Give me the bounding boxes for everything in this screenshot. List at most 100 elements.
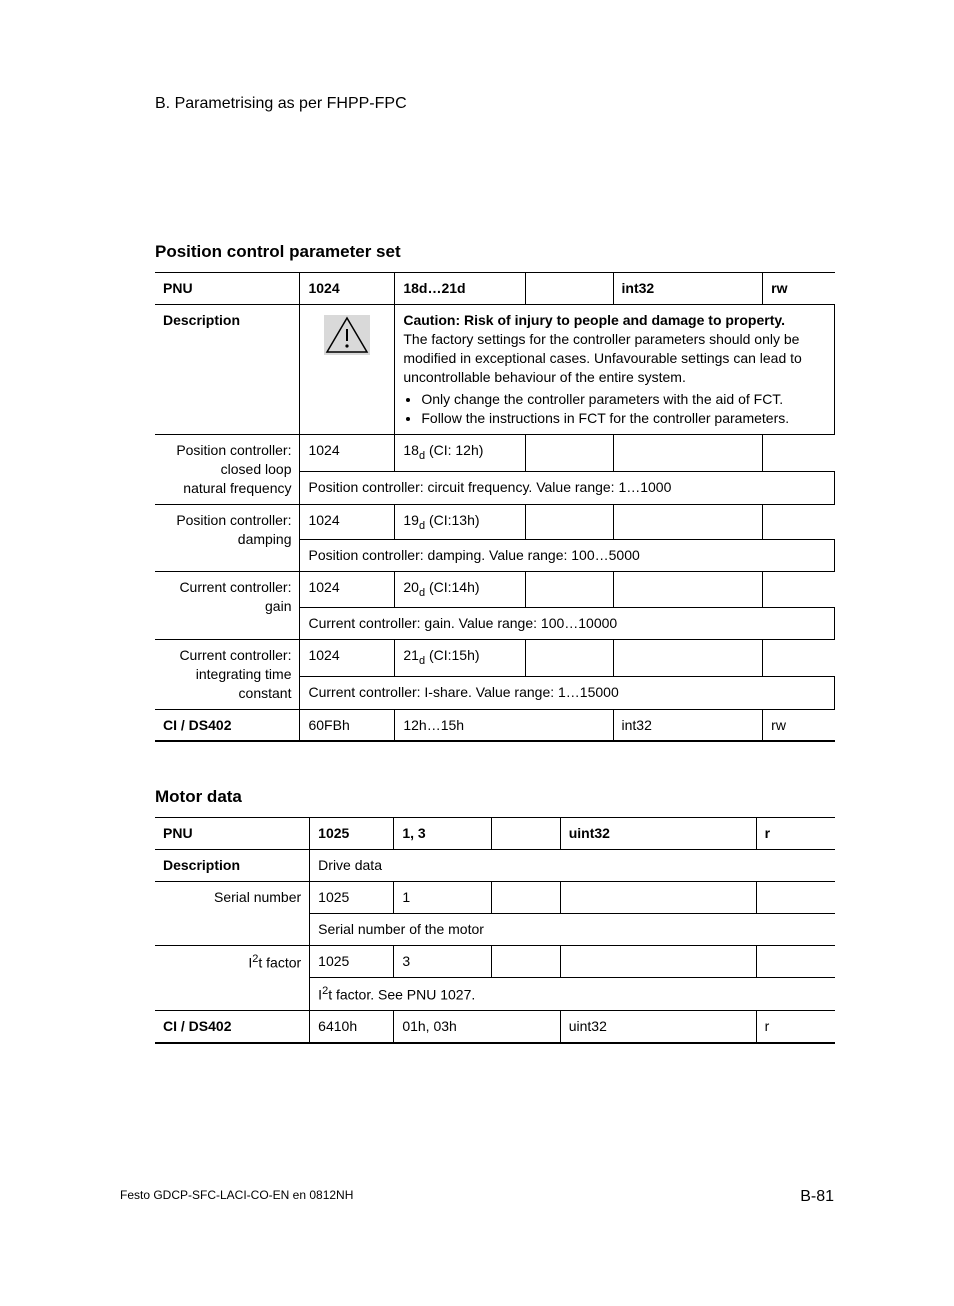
cell: Drive data xyxy=(310,850,835,882)
cell: rw xyxy=(763,272,835,304)
text: integrating time xyxy=(196,666,292,682)
cell: CI / DS402 xyxy=(155,1011,310,1043)
cell: PNU xyxy=(155,272,300,304)
cell: int32 xyxy=(613,272,763,304)
caution-list: Only change the controller parameters wi… xyxy=(403,390,826,428)
cell: 3 xyxy=(394,945,492,977)
table-row: Motor data xyxy=(155,778,835,817)
cell: Position controller: damping xyxy=(155,504,300,572)
text: Position controller: xyxy=(176,512,291,528)
text: (CI:13h) xyxy=(425,512,479,528)
cell: PNU xyxy=(155,818,310,850)
cell: Description xyxy=(155,850,310,882)
cell: uint32 xyxy=(560,1011,756,1043)
table-row: Current controller: gain 1024 20d (CI:14… xyxy=(155,572,835,608)
table-title: Motor data xyxy=(155,778,835,817)
cell: I2t factor xyxy=(155,945,310,1010)
cell: 01h, 03h xyxy=(394,1011,560,1043)
cell: CI / DS402 xyxy=(155,709,300,741)
cell: Position controller: circuit frequency. … xyxy=(300,471,835,504)
table-position-control: Position control parameter set PNU 1024 … xyxy=(155,233,835,742)
cell: 20d (CI:14h) xyxy=(395,572,526,608)
cell xyxy=(763,572,835,608)
cell: uint32 xyxy=(560,818,756,850)
text: gain xyxy=(265,598,291,614)
footer-right: B-81 xyxy=(800,1188,834,1206)
text: 20 xyxy=(403,579,419,595)
list-item: Only change the controller parameters wi… xyxy=(421,390,826,409)
cell: 12h…15h xyxy=(395,709,613,741)
cell: Description xyxy=(155,304,300,434)
table-row: Position control parameter set xyxy=(155,233,835,272)
table-title: Position control parameter set xyxy=(155,233,835,272)
list-item: Follow the instructions in FCT for the c… xyxy=(421,409,826,428)
table-row: CI / DS402 6410h 01h, 03h uint32 r xyxy=(155,1011,835,1043)
table-row: PNU 1024 18d…21d int32 rw xyxy=(155,272,835,304)
text: damping xyxy=(238,531,292,547)
cell xyxy=(560,945,756,977)
cell: r xyxy=(756,1011,835,1043)
warning-icon xyxy=(324,315,370,355)
cell: 1025 xyxy=(310,882,394,914)
cell: Position controller: damping. Value rang… xyxy=(300,540,835,572)
cell: Current controller: I-share. Value range… xyxy=(300,676,835,709)
cell xyxy=(492,882,560,914)
cell: Caution: Risk of injury to people and da… xyxy=(395,304,835,434)
text: 19 xyxy=(403,512,419,528)
cell: 1024 xyxy=(300,272,395,304)
cell xyxy=(613,572,763,608)
cell xyxy=(613,639,763,676)
table-row: PNU 1025 1, 3 uint32 r xyxy=(155,818,835,850)
cell xyxy=(492,818,560,850)
page: B. Parametrising as per FHPP-FPC Positio… xyxy=(0,0,954,1306)
cell xyxy=(526,504,613,540)
cell xyxy=(756,882,835,914)
cell xyxy=(756,945,835,977)
cell: Serial number xyxy=(155,882,310,946)
table-row: I2t factor 1025 3 xyxy=(155,945,835,977)
footer: Festo GDCP-SFC-LACI-CO-EN en 0812NH B-81 xyxy=(120,1188,834,1206)
text: t factor xyxy=(258,955,301,971)
cell xyxy=(526,272,613,304)
cell: 1025 xyxy=(310,818,394,850)
text: closed loop xyxy=(221,461,292,477)
cell: Position controller: closed loop natural… xyxy=(155,435,300,505)
cell xyxy=(560,882,756,914)
cell xyxy=(492,945,560,977)
footer-left: Festo GDCP-SFC-LACI-CO-EN en 0812NH xyxy=(120,1188,353,1206)
text: Current controller: xyxy=(179,647,291,663)
text: (CI:15h) xyxy=(425,647,479,663)
cell: 1 xyxy=(394,882,492,914)
table-motor-data: Motor data PNU 1025 1, 3 uint32 r Descri… xyxy=(155,778,835,1044)
cell xyxy=(526,435,613,472)
section-head: B. Parametrising as per FHPP-FPC xyxy=(155,95,834,113)
text: (CI: 12h) xyxy=(425,442,483,458)
caution-body: The factory settings for the controller … xyxy=(403,331,801,385)
text: Current controller: xyxy=(179,579,291,595)
cell xyxy=(763,504,835,540)
table-row: CI / DS402 60FBh 12h…15h int32 rw xyxy=(155,709,835,741)
cell: 1024 xyxy=(300,435,395,472)
cell xyxy=(763,639,835,676)
text: t factor. See PNU 1027. xyxy=(328,987,475,1003)
cell xyxy=(300,304,395,434)
cell: 1, 3 xyxy=(394,818,492,850)
cell: 1024 xyxy=(300,639,395,676)
cell: Current controller: gain xyxy=(155,572,300,640)
cell: 1024 xyxy=(300,572,395,608)
cell: Current controller: gain. Value range: 1… xyxy=(300,608,835,640)
cell: 21d (CI:15h) xyxy=(395,639,526,676)
text: 18 xyxy=(403,442,419,458)
cell: 18d…21d xyxy=(395,272,526,304)
cell: 19d (CI:13h) xyxy=(395,504,526,540)
cell xyxy=(613,435,763,472)
table-row: Serial number 1025 1 xyxy=(155,882,835,914)
cell: rw xyxy=(763,709,835,741)
cell xyxy=(526,572,613,608)
cell: I2t factor. See PNU 1027. xyxy=(310,977,835,1011)
cell: r xyxy=(756,818,835,850)
cell: int32 xyxy=(613,709,763,741)
cell xyxy=(613,504,763,540)
table-row: Current controller: integrating time con… xyxy=(155,639,835,676)
caution-head: Caution: Risk of injury to people and da… xyxy=(403,312,785,328)
